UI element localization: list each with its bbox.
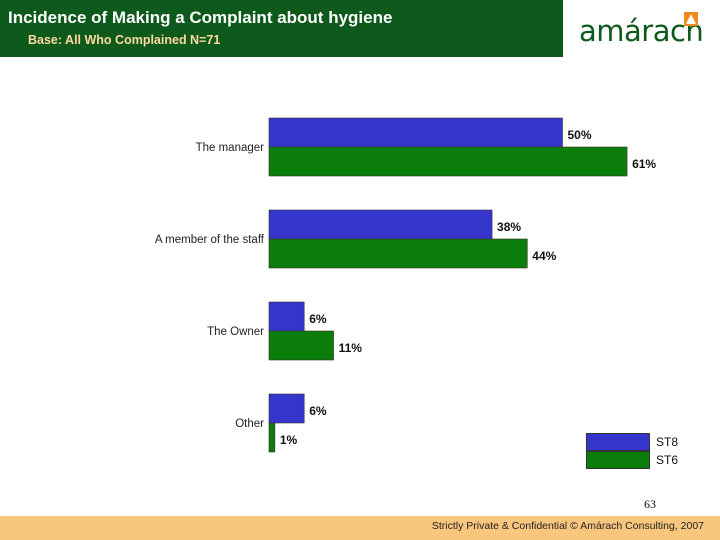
value-label-st6-a-member-of-the-staff: 44% xyxy=(532,249,556,263)
logo-text: amárach xyxy=(579,14,704,48)
footer-bar: Strictly Private & Confidential © Amárac… xyxy=(0,516,720,540)
value-label-st6-the-manager: 61% xyxy=(632,157,656,171)
bar-st6-the-owner xyxy=(268,330,334,361)
bar-st6-other xyxy=(268,422,276,453)
header-bar: Incidence of Making a Complaint about hy… xyxy=(0,0,563,57)
logo: amárach xyxy=(563,0,720,57)
bar-st8-a-member-of-the-staff xyxy=(268,209,493,240)
footer-text: Strictly Private & Confidential © Amárac… xyxy=(431,520,704,532)
value-label-st8-the-owner: 6% xyxy=(309,312,327,326)
logo-mark-icon xyxy=(684,12,698,26)
category-label-the-manager: The manager xyxy=(196,142,265,154)
value-label-st8-the-manager: 50% xyxy=(568,128,592,142)
bar-st6-the-manager xyxy=(268,146,628,177)
bar-st8-the-manager xyxy=(268,117,563,148)
chart-title: Incidence of Making a Complaint about hy… xyxy=(8,8,393,27)
category-label-other: Other xyxy=(235,418,264,430)
value-label-st6-the-owner: 11% xyxy=(339,341,363,355)
category-label-the-owner: The Owner xyxy=(207,326,264,338)
legend-swatch-st6 xyxy=(586,451,650,469)
legend-item-st8: ST8 xyxy=(586,433,696,451)
value-label-st8-other: 6% xyxy=(309,404,327,418)
page-number: 63 xyxy=(644,497,656,511)
legend-label-st8: ST8 xyxy=(656,435,679,449)
category-label-a-member-of-the-staff: A member of the staff xyxy=(155,234,265,246)
bar-st6-a-member-of-the-staff xyxy=(268,238,528,269)
chart-subtitle: Base: All Who Complained N=71 xyxy=(28,33,221,47)
value-label-st8-a-member-of-the-staff: 38% xyxy=(497,220,521,234)
bar-st8-the-owner xyxy=(268,301,305,332)
legend: ST8 ST6 xyxy=(586,433,696,469)
legend-label-st6: ST6 xyxy=(656,453,679,467)
legend-swatch-st8 xyxy=(586,433,650,451)
value-label-st6-other: 1% xyxy=(280,433,298,447)
legend-item-st6: ST6 xyxy=(586,451,696,469)
bar-st8-other xyxy=(268,393,305,424)
